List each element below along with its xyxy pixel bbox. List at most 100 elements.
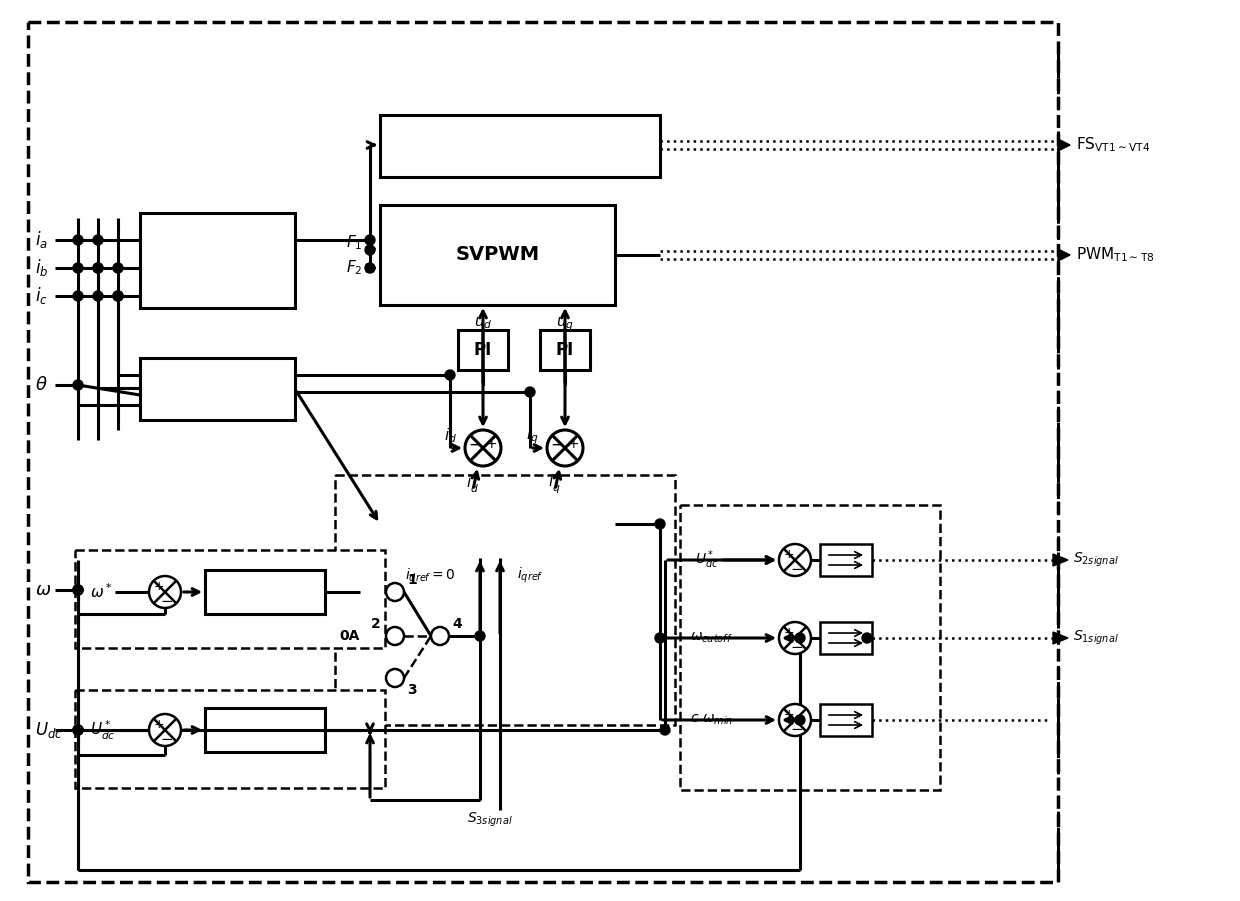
Circle shape: [73, 725, 83, 735]
Circle shape: [73, 585, 83, 595]
Circle shape: [113, 291, 123, 301]
Text: $\omega_{cutoff}$: $\omega_{cutoff}$: [689, 631, 733, 645]
Text: $i_q^*$: $i_q^*$: [548, 470, 562, 496]
Circle shape: [779, 622, 811, 654]
Circle shape: [73, 725, 83, 735]
Text: $i_a$: $i_a$: [35, 230, 48, 250]
Bar: [74, 690, 384, 788]
Polygon shape: [1053, 554, 1068, 566]
Text: $i_{dref}=0$: $i_{dref}=0$: [404, 567, 455, 584]
Circle shape: [73, 380, 83, 390]
Circle shape: [73, 585, 83, 595]
Text: $\mathrm{PWM}_{\mathrm{T1 \sim T8}}$: $\mathrm{PWM}_{\mathrm{T1 \sim T8}}$: [1076, 246, 1154, 264]
Bar: [379, 490, 615, 558]
Polygon shape: [1058, 249, 1070, 261]
Circle shape: [365, 245, 374, 255]
Text: $i_b$: $i_b$: [35, 258, 48, 278]
Text: $S_{1signal}$: $S_{1signal}$: [1073, 629, 1118, 647]
Text: $i_d^*$: $i_d^*$: [466, 471, 480, 495]
Bar: [539, 330, 590, 370]
Circle shape: [73, 291, 83, 301]
Bar: [205, 570, 325, 614]
Circle shape: [779, 544, 811, 576]
Text: $-$: $-$: [160, 731, 174, 745]
Text: $+$: $+$: [154, 579, 165, 593]
Text: $i_{qref}$: $i_{qref}$: [517, 565, 543, 585]
Circle shape: [113, 263, 123, 273]
Circle shape: [93, 263, 103, 273]
Text: $F_1$: $F_1$: [346, 233, 362, 252]
Text: $-$: $-$: [549, 435, 564, 453]
Text: $i_q$: $i_q$: [527, 425, 539, 446]
Text: $+$: $+$: [485, 437, 497, 451]
Text: $\mathrm{FS}_{\mathrm{VT1 \sim VT4}}$: $\mathrm{FS}_{\mathrm{VT1 \sim VT4}}$: [1076, 136, 1151, 154]
Circle shape: [149, 714, 181, 746]
Circle shape: [660, 725, 670, 735]
Text: 4: 4: [453, 617, 461, 631]
Circle shape: [547, 430, 583, 466]
Text: $-$: $-$: [790, 560, 804, 576]
Text: $u_q$: $u_q$: [556, 315, 574, 332]
Text: $i_d$: $i_d$: [444, 427, 458, 445]
Text: $-$: $-$: [467, 435, 482, 453]
Circle shape: [779, 704, 811, 736]
Circle shape: [365, 235, 374, 245]
Circle shape: [73, 585, 83, 595]
Circle shape: [365, 263, 374, 273]
Text: SVPWM: SVPWM: [455, 245, 539, 265]
Text: PI: PI: [474, 341, 492, 359]
Bar: [205, 708, 325, 752]
Circle shape: [465, 430, 501, 466]
Bar: [379, 205, 615, 305]
Bar: [820, 544, 872, 576]
Bar: [458, 330, 508, 370]
Circle shape: [93, 235, 103, 245]
Bar: [140, 213, 295, 308]
Circle shape: [655, 519, 665, 529]
Circle shape: [93, 291, 103, 301]
Bar: [379, 115, 660, 177]
Text: 2: 2: [371, 617, 381, 631]
Bar: [140, 358, 295, 420]
Bar: [335, 475, 675, 725]
Circle shape: [386, 669, 404, 687]
Text: $+$: $+$: [784, 707, 795, 721]
Circle shape: [386, 627, 404, 645]
Circle shape: [73, 263, 83, 273]
Text: $+$: $+$: [784, 625, 795, 639]
Text: $+$: $+$: [154, 717, 165, 731]
Text: $u_d$: $u_d$: [474, 315, 492, 331]
Circle shape: [655, 633, 665, 643]
Text: $S_{3signal}$: $S_{3signal}$: [467, 811, 513, 829]
Text: $c\ \omega_{min}$: $c\ \omega_{min}$: [689, 713, 733, 727]
Bar: [29, 22, 1058, 882]
Circle shape: [93, 263, 103, 273]
Text: $-$: $-$: [160, 593, 174, 607]
Circle shape: [386, 583, 404, 601]
Bar: [680, 505, 940, 790]
Bar: [820, 622, 872, 654]
Circle shape: [73, 725, 83, 735]
Text: 3: 3: [407, 683, 417, 697]
Circle shape: [73, 235, 83, 245]
Circle shape: [795, 633, 805, 643]
Circle shape: [525, 387, 534, 397]
Text: 1: 1: [407, 573, 417, 587]
Text: $\omega^*$: $\omega^*$: [91, 583, 113, 601]
Bar: [74, 550, 384, 648]
Bar: [820, 704, 872, 736]
Text: $U_{dc}^*$: $U_{dc}^*$: [91, 718, 115, 742]
Text: $i_c$: $i_c$: [35, 286, 48, 306]
Circle shape: [432, 627, 449, 645]
Circle shape: [475, 631, 485, 641]
Text: $U_{dc}^*$: $U_{dc}^*$: [694, 549, 718, 571]
Text: $-$: $-$: [790, 721, 804, 735]
Polygon shape: [1058, 139, 1070, 151]
Circle shape: [149, 576, 181, 608]
Text: $F_2$: $F_2$: [346, 259, 362, 278]
Text: $-$: $-$: [790, 639, 804, 653]
Text: PI: PI: [556, 341, 574, 359]
Circle shape: [795, 715, 805, 725]
Text: $S_{2signal}$: $S_{2signal}$: [1073, 551, 1118, 569]
Circle shape: [445, 370, 455, 380]
